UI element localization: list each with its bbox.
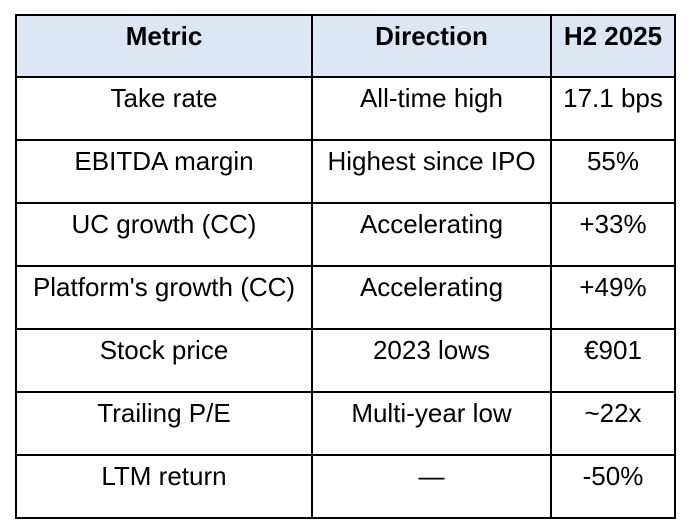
table-cell: UC growth (CC) [15, 202, 313, 267]
table-cell: 2023 lows [311, 328, 552, 393]
table-cell: 17.1 bps [550, 76, 676, 141]
table-row: Stock price 2023 lows €901 [15, 328, 676, 393]
table-cell: Take rate [15, 76, 313, 141]
table-row: EBITDA margin Highest since IPO 55% [15, 139, 676, 204]
table-cell: — [311, 454, 552, 519]
table-cell: EBITDA margin [15, 139, 313, 204]
table-cell: -50% [550, 454, 676, 519]
column-header: Metric [15, 14, 313, 78]
table-cell: Accelerating [311, 265, 552, 330]
table-cell: Multi-year low [311, 391, 552, 456]
table-row: Trailing P/E Multi-year low ~22x [15, 391, 676, 456]
table-cell: 55% [550, 139, 676, 204]
table-row: LTM return — -50% [15, 454, 676, 519]
table-cell: €901 [550, 328, 676, 393]
column-header: H2 2025 [550, 14, 676, 78]
column-header: Direction [311, 14, 552, 78]
table-cell: Accelerating [311, 202, 552, 267]
table-cell: Stock price [15, 328, 313, 393]
table-cell: +33% [550, 202, 676, 267]
table: Metric Direction H2 2025 Take rate All-time… [15, 14, 676, 519]
table-cell: ~22x [550, 391, 676, 456]
table-row: Platform's growth (CC) Accelerating +49% [15, 265, 676, 330]
table-cell: +49% [550, 265, 676, 330]
table-row: Take rate All-time high 17.1 bps [15, 76, 676, 141]
table-cell: Highest since IPO [311, 139, 552, 204]
table-row: UC growth (CC) Accelerating +33% [15, 202, 676, 267]
table-cell: All-time high [311, 76, 552, 141]
header-row: Metric Direction H2 2025 [15, 14, 676, 78]
table-header: Metric Direction H2 2025 [15, 14, 676, 78]
table-cell: Trailing P/E [15, 391, 313, 456]
table-cell: Platform's growth (CC) [15, 265, 313, 330]
table-cell: LTM return [15, 454, 313, 519]
table-body: Take rate All-time high 17.1 bps EBITDA mar… [15, 76, 676, 519]
